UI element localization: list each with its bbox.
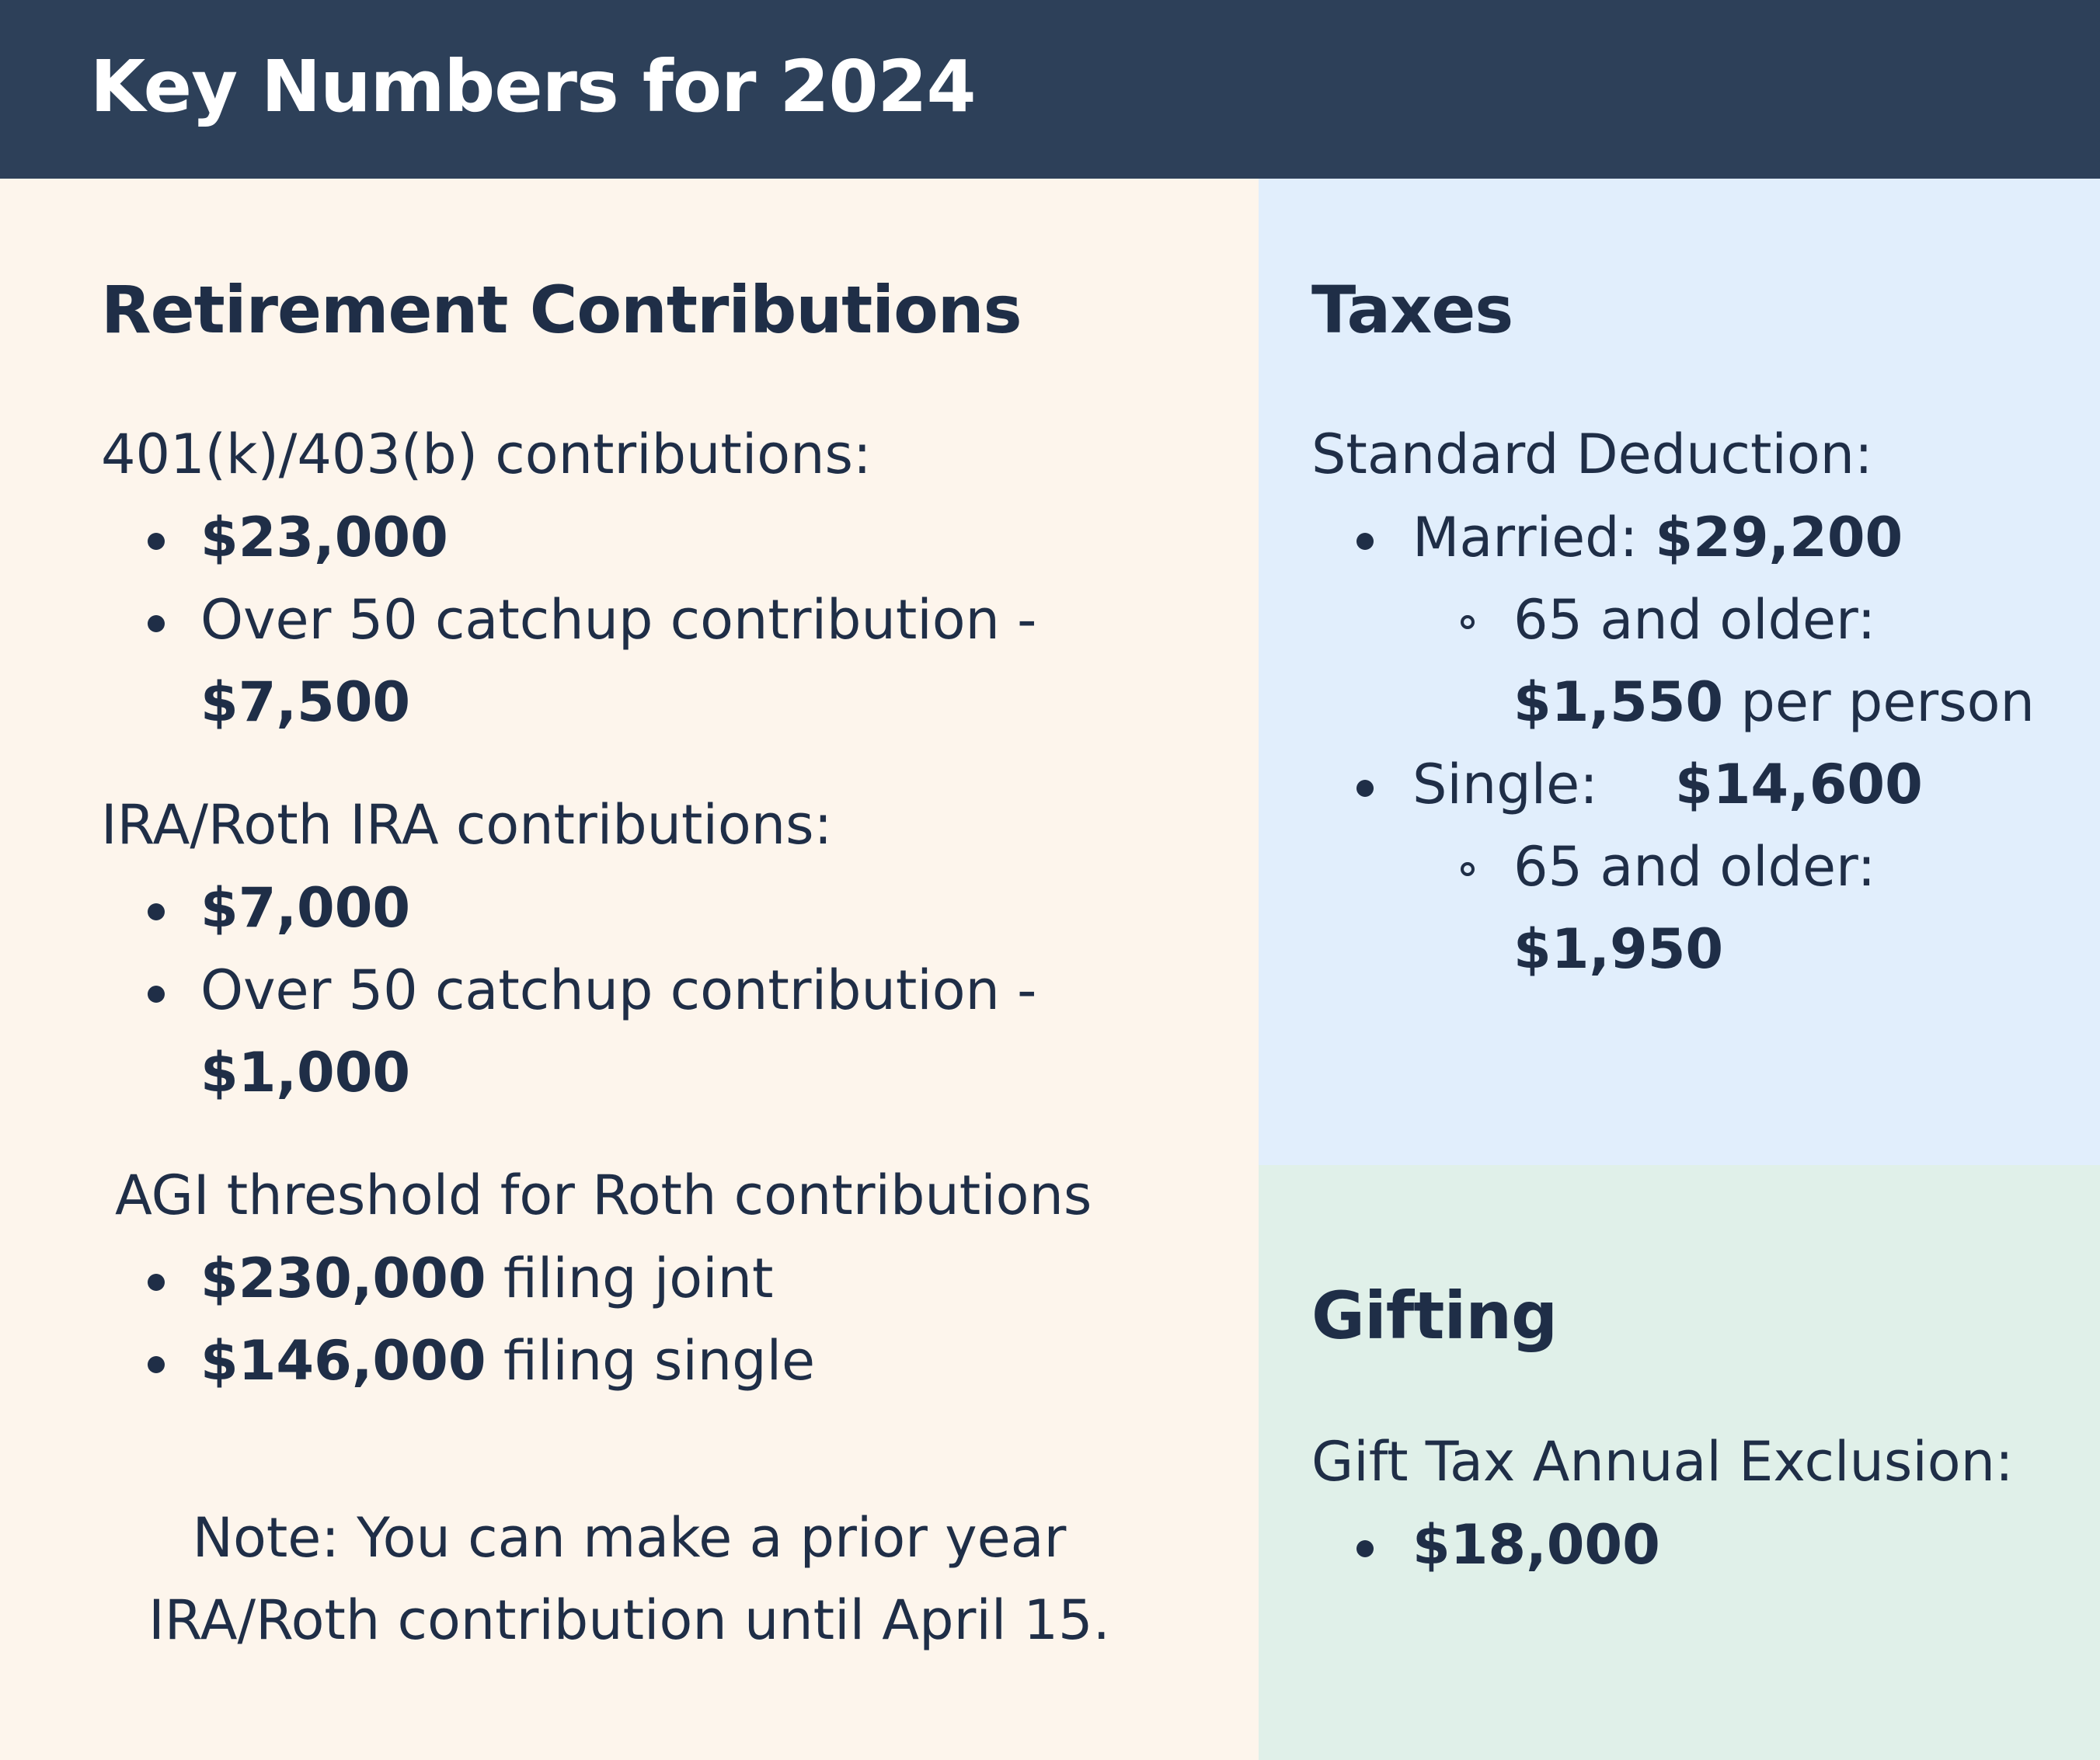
- single-label: Single:: [1412, 753, 1598, 816]
- header-bar: Key Numbers for 2024: [0, 0, 2100, 179]
- single-older-label: 65 and older:: [1513, 835, 1876, 899]
- agi-single-text: filing single: [503, 1329, 816, 1393]
- married-value: $29,200: [1655, 506, 1903, 569]
- bullet-icon: [148, 615, 165, 632]
- agi-label: AGI threshold for Roth contributions: [115, 1163, 1092, 1227]
- taxes-title: Taxes: [1311, 272, 1513, 348]
- agi-joint-line: $230,000 filing joint: [200, 1247, 773, 1310]
- gifting-panel: [1259, 1165, 2100, 1760]
- gift-exclusion-label: Gift Tax Annual Exclusion:: [1311, 1430, 2014, 1494]
- bullet-icon: [1356, 533, 1374, 550]
- agi-single-line: $146,000 filing single: [200, 1330, 815, 1392]
- bullet-icon: [1356, 1540, 1374, 1557]
- married-older-line: $1,550 per person: [1513, 671, 2035, 733]
- ira-catchup-value: $1,000: [200, 1041, 411, 1104]
- taxes-panel: [1259, 179, 2100, 1165]
- ira-limit: $7,000: [200, 876, 411, 940]
- ira-catchup-text: Over 50 catchup contribution -: [200, 958, 1037, 1022]
- k401-catchup-text: Over 50 catchup contribution -: [200, 588, 1037, 652]
- sub-bullet-icon: [1461, 615, 1475, 629]
- married-older-label: 65 and older:: [1513, 588, 1876, 652]
- bullet-icon: [148, 533, 165, 550]
- agi-joint-value: $230,000: [200, 1247, 486, 1310]
- bullet-icon: [148, 903, 165, 920]
- married-older-suffix: per person: [1740, 670, 2035, 734]
- married-label: Married:: [1412, 506, 1639, 569]
- k401-catchup-value: $7,500: [200, 670, 411, 734]
- page-title: Key Numbers for 2024: [90, 45, 977, 128]
- k401-label: 401(k)/403(b) contributions:: [101, 423, 872, 486]
- sub-bullet-icon: [1461, 862, 1475, 876]
- retirement-panel: [0, 179, 1259, 1760]
- bullet-icon: [1356, 780, 1374, 797]
- married-line: Married: $29,200: [1412, 506, 1903, 569]
- bullet-icon: [148, 1356, 165, 1373]
- note-line-1: Note: You can make a prior year: [192, 1506, 1067, 1570]
- bullet-icon: [148, 986, 165, 1003]
- married-older-value: $1,550: [1513, 670, 1724, 734]
- ira-label: IRA/Roth IRA contributions:: [101, 793, 833, 857]
- agi-joint-text: filing joint: [503, 1247, 774, 1310]
- k401-limit: $23,000: [200, 506, 448, 569]
- bullet-icon: [148, 1274, 165, 1291]
- retirement-title: Retirement Contributions: [101, 272, 1022, 348]
- single-value: $14,600: [1675, 753, 1923, 816]
- single-older-value: $1,950: [1513, 917, 1724, 981]
- gift-exclusion-value: $18,000: [1412, 1513, 1660, 1577]
- note-line-2: IRA/Roth contribution until April 15.: [148, 1588, 1110, 1652]
- agi-single-value: $146,000: [200, 1329, 486, 1393]
- gifting-title: Gifting: [1311, 1278, 1558, 1354]
- standard-deduction-label: Standard Deduction:: [1311, 423, 1873, 486]
